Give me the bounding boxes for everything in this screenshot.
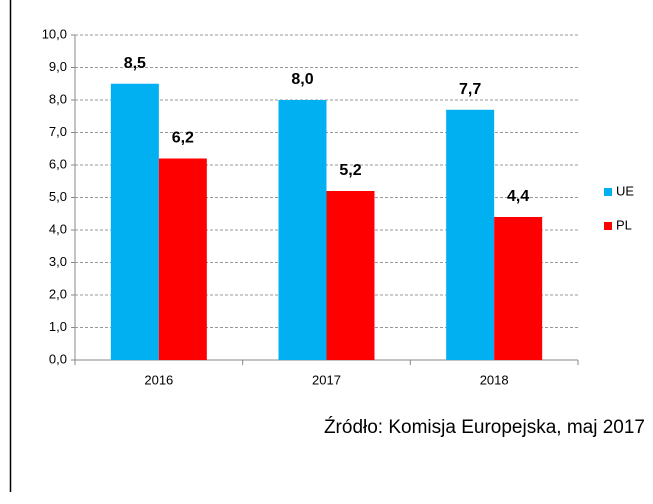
y-tick-label: 9,0 — [49, 59, 67, 74]
y-tick-label: 10,0 — [42, 26, 67, 41]
y-tick-label: 4,0 — [49, 221, 67, 236]
y-tick-label: 5,0 — [49, 189, 67, 204]
legend-swatch — [604, 222, 612, 230]
bar — [278, 100, 327, 360]
y-tick-label: 0,0 — [49, 351, 67, 366]
y-tick-label: 2,0 — [49, 286, 67, 301]
bar — [326, 191, 375, 360]
bar — [494, 217, 543, 360]
bar — [110, 83, 159, 360]
y-tick-label: 3,0 — [49, 254, 67, 269]
data-label: 8,5 — [124, 55, 146, 72]
data-label: 6,2 — [172, 130, 194, 147]
data-label: 8,0 — [291, 71, 313, 88]
y-tick-label: 7,0 — [49, 124, 67, 139]
y-tick-label: 1,0 — [49, 319, 67, 334]
y-tick-label: 6,0 — [49, 156, 67, 171]
data-label: 5,2 — [339, 162, 361, 179]
bar — [446, 109, 495, 360]
data-label: 4,4 — [507, 188, 529, 205]
y-tick-label: 8,0 — [49, 91, 67, 106]
legend-swatch — [604, 188, 612, 196]
legend-label: UE — [616, 183, 634, 198]
bar — [158, 158, 207, 360]
x-tick-label: 2017 — [312, 372, 341, 387]
x-tick-label: 2016 — [144, 372, 173, 387]
source-note: Źródło: Komisja Europejska, maj 2017 — [324, 417, 645, 438]
data-label: 7,7 — [459, 81, 481, 98]
legend-label: PL — [616, 217, 632, 232]
x-tick-label: 2018 — [480, 372, 509, 387]
